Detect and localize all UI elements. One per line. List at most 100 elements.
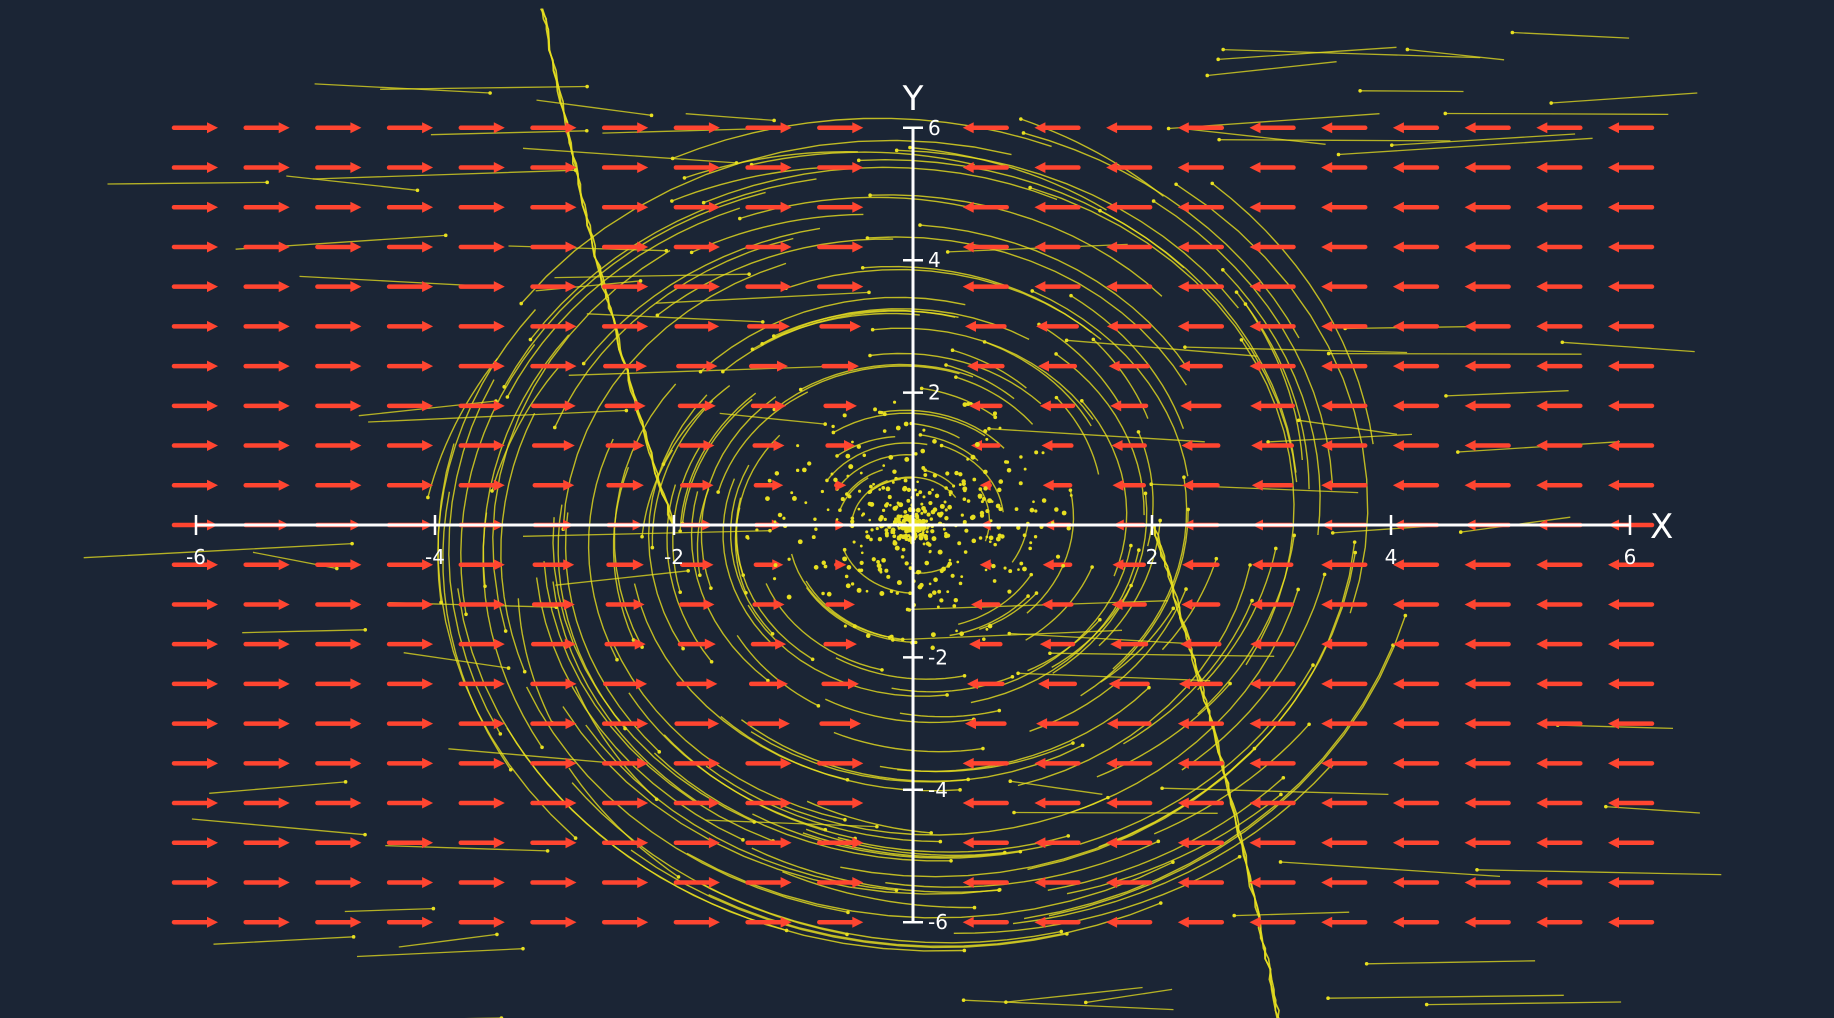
vector-arrow <box>243 281 290 293</box>
particle-dot <box>741 838 745 842</box>
particle-trail <box>529 178 817 341</box>
vector-arrow <box>1392 281 1440 293</box>
particle-trail <box>1012 764 1333 925</box>
vector-arrow <box>1464 479 1511 491</box>
vector-arrow <box>1536 598 1583 610</box>
particle-dot <box>1184 587 1188 591</box>
particle <box>922 509 928 514</box>
particle-trail <box>1011 523 1029 563</box>
vector-arrow <box>1536 837 1583 849</box>
particle <box>939 598 944 603</box>
particle-dot <box>689 250 694 255</box>
vector-arrow <box>315 598 362 610</box>
vector-arrow <box>1251 479 1294 491</box>
vector-arrow <box>1464 440 1511 452</box>
particle <box>955 629 958 633</box>
particle-dot <box>584 128 589 133</box>
particle <box>932 590 937 595</box>
particle-dot <box>868 353 872 358</box>
particle-dot <box>676 875 681 879</box>
particle-trail <box>1457 441 1620 453</box>
vector-arrow <box>817 837 864 849</box>
particle <box>876 563 882 569</box>
particle-trail <box>892 629 1123 641</box>
particle <box>1008 569 1013 574</box>
particle-dot <box>838 508 842 513</box>
vector-arrow <box>1111 598 1147 610</box>
vector-arrow <box>752 440 785 452</box>
particle-dot <box>431 906 436 911</box>
particle <box>932 439 937 444</box>
particle <box>884 533 889 538</box>
vector-arrow <box>1250 638 1295 650</box>
particle-dot <box>766 678 770 683</box>
vector-arrow <box>962 162 1009 174</box>
vector-arrow <box>1321 598 1368 610</box>
vector-arrow <box>1392 440 1440 452</box>
particle-trail <box>554 273 750 279</box>
vector-arrow <box>964 718 1007 730</box>
particle <box>869 537 873 542</box>
vector-arrow <box>673 916 720 928</box>
particle <box>876 559 880 564</box>
particle-dot <box>664 248 669 253</box>
particle <box>882 464 886 467</box>
particle-dot <box>623 726 627 731</box>
particle-trail <box>1186 128 1326 145</box>
particle-dot <box>987 426 991 431</box>
vector-arrow <box>1181 440 1221 452</box>
vector-arrow <box>315 479 362 491</box>
particle <box>920 448 926 454</box>
particle-trail <box>525 686 849 913</box>
particle-trail <box>442 491 512 771</box>
particle <box>857 568 862 573</box>
particle <box>831 424 835 429</box>
vector-arrow <box>967 360 1005 372</box>
vector-arrow <box>171 718 218 730</box>
vector-arrow <box>834 559 847 571</box>
particle-dot <box>894 148 899 153</box>
vector-arrow <box>386 320 434 332</box>
vector-arrow <box>1321 837 1368 849</box>
vector-arrow <box>243 440 290 452</box>
particle <box>782 516 786 520</box>
particle <box>850 519 855 524</box>
particle <box>906 498 911 503</box>
particle-trail <box>843 549 911 594</box>
vector-arrow <box>1464 797 1511 809</box>
vector-arrow <box>386 440 434 452</box>
particle-trail <box>955 376 1034 425</box>
vector-arrow <box>171 797 218 809</box>
vector-arrow <box>1464 360 1511 372</box>
vector-arrow <box>243 797 290 809</box>
particle-trail <box>869 352 1042 405</box>
particle-dot <box>982 340 987 344</box>
particle-trail <box>839 477 869 511</box>
particle-trail <box>949 595 1029 637</box>
particle-dot <box>831 430 836 435</box>
particle <box>1016 525 1021 530</box>
particle-trail <box>970 549 1140 704</box>
vector-arrow <box>676 678 718 690</box>
particle-trails <box>83 8 1722 1018</box>
particle-dot <box>503 629 508 633</box>
vector-arrow <box>1536 281 1583 293</box>
particle <box>985 535 989 539</box>
particle-dot <box>1160 786 1164 791</box>
vector-arrow <box>458 837 505 849</box>
vector-arrow <box>315 876 362 888</box>
vector-arrow <box>1177 718 1225 730</box>
particle <box>767 478 772 483</box>
vector-arrow <box>1181 598 1221 610</box>
particle <box>1028 546 1032 551</box>
particle <box>899 514 903 519</box>
particle-trail <box>1407 48 1505 61</box>
particle-dot <box>1083 1000 1088 1005</box>
particle-dot <box>1292 533 1297 538</box>
particle-trail <box>1070 295 1185 429</box>
particle-dot <box>654 797 659 802</box>
vector-arrow <box>679 440 715 452</box>
particle <box>873 407 877 412</box>
vector-arrow <box>386 360 434 372</box>
particle <box>1029 507 1035 513</box>
